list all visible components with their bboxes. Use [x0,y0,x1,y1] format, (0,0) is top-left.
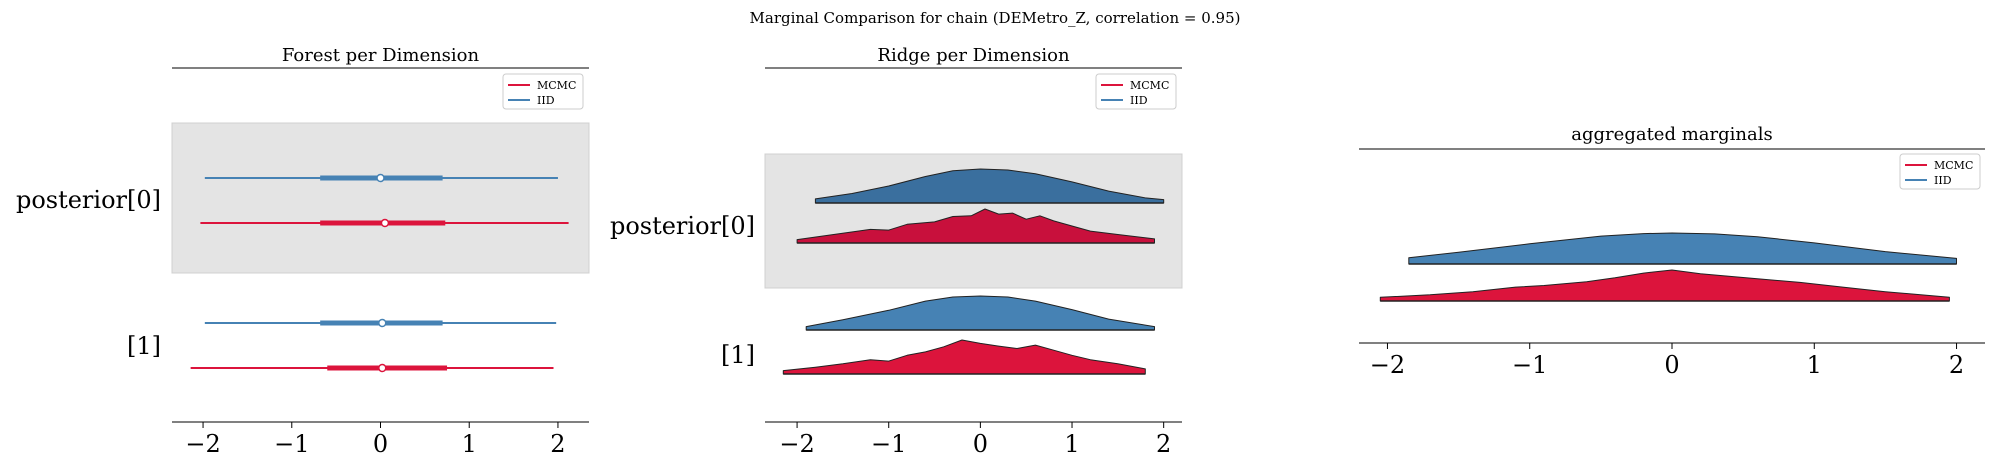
ridge-mcmc [796,208,1155,244]
ridge-iid [814,168,1165,204]
x-tick-label: 2 [1156,430,1171,458]
x-tick-label: 1 [1064,430,1079,458]
row-label: posterior[0] [16,186,161,214]
x-tick-label: −2 [185,430,220,458]
x-tick-label: 2 [550,430,565,458]
panel-title: Forest per Dimension [282,45,480,66]
panel-title: Ridge per Dimension [877,45,1070,66]
median-marker-iid [378,318,387,328]
legend: MCMC IID [1899,153,1981,190]
legend: MCMC IID [502,73,584,110]
ridge-mcmc [782,339,1146,375]
row-label: [1] [721,341,755,369]
panels: Forest per Dimension posterior[0] [1] −2 −1 0… [16,45,1985,458]
x-tick-label: 1 [1807,351,1822,379]
median-marker-mcmc [380,218,390,228]
x-tick-label: 0 [973,430,988,458]
ridge-iid [1408,232,1957,265]
legend: MCMC IID [1095,73,1177,110]
legend-label-mcmc: MCMC [1934,159,1973,172]
x-tick-label: 0 [373,430,388,458]
panel-1: Forest per Dimension posterior[0] [1] −2 −1 0… [16,45,590,458]
row-band [171,122,590,274]
x-tick-label: 0 [1664,351,1679,379]
median-marker-mcmc [378,363,387,373]
x-tick-label: −2 [779,430,814,458]
x-tick-label: 1 [462,430,477,458]
row-label: posterior[0] [610,212,755,240]
panel-2: Ridge per Dimension posterior[0] [1] −2 −1 0 1… [610,45,1183,458]
ridge-iid [805,295,1155,331]
legend-label-mcmc: MCMC [537,79,576,92]
panel-3: aggregated marginals −2 −1 0 1 2 MCMC IID [1359,124,1985,379]
legend-label-iid: IID [1934,174,1952,187]
x-tick-label: −1 [274,430,309,458]
x-tick-label: −1 [1512,351,1547,379]
x-tick-label: −2 [1370,351,1405,379]
legend-label-mcmc: MCMC [1130,79,1169,92]
figure-suptitle: Marginal Comparison for chain (DEMetro_Z… [750,9,1241,27]
median-marker-iid [376,173,385,183]
legend-label-iid: IID [537,94,555,107]
ridge-mcmc [1379,269,1950,302]
x-tick-label: −1 [871,430,906,458]
legend-label-iid: IID [1130,94,1148,107]
x-tick-label: 2 [1949,351,1964,379]
panel-title: aggregated marginals [1571,124,1772,145]
row-label: [1] [127,332,161,360]
